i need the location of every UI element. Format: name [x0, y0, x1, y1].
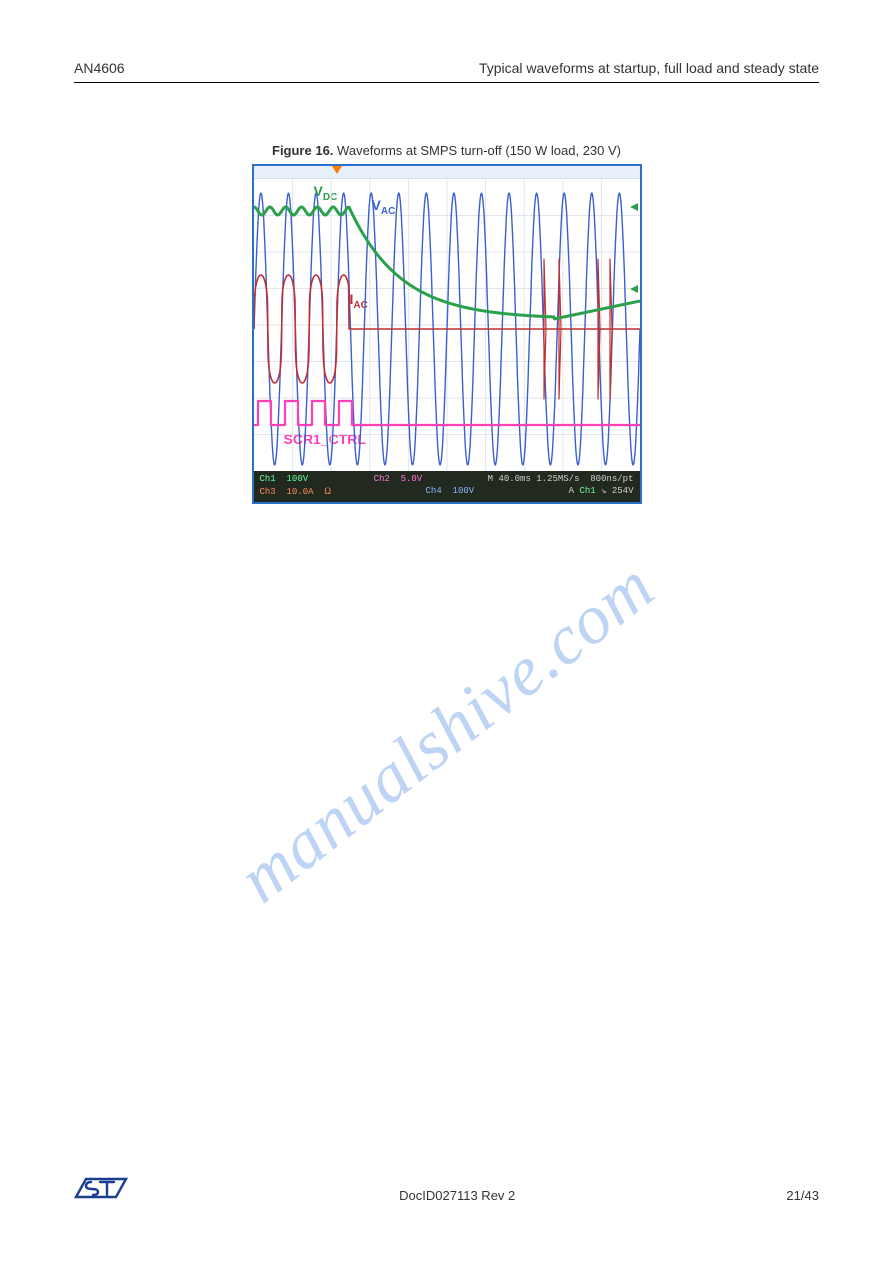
- oscilloscope-capture: VDC VAC IAC SCR1_CTRL Ch1 100VCh2 5.0VM …: [252, 164, 642, 504]
- figure-caption-text: Waveforms at SMPS turn-off (150 W load, …: [337, 143, 621, 158]
- figure-caption: Figure 16. Waveforms at SMPS turn-off (1…: [74, 143, 819, 158]
- page-footer: DocID027113 Rev 2 21/43: [74, 1175, 819, 1203]
- section-title: Typical waveforms at startup, full load …: [479, 60, 819, 76]
- figure-caption-prefix: Figure 16.: [272, 143, 333, 158]
- scope-readout-footer: Ch1 100VCh2 5.0VM 40.0ms 1.25MS/s 800ns/…: [254, 471, 640, 502]
- page-number: 21/43: [786, 1188, 819, 1203]
- doc-id: AN4606: [74, 60, 125, 76]
- doc-rev: DocID027113 Rev 2: [399, 1188, 515, 1203]
- scope-plot-area: VDC VAC IAC SCR1_CTRL: [254, 179, 640, 471]
- st-logo-icon: [74, 1175, 128, 1203]
- page-header: AN4606 Typical waveforms at startup, ful…: [74, 60, 819, 76]
- watermark: manualshive.com: [224, 546, 670, 919]
- trigger-marker-icon: [332, 166, 342, 174]
- header-rule: [74, 82, 819, 83]
- scope-toolbar: [254, 166, 640, 179]
